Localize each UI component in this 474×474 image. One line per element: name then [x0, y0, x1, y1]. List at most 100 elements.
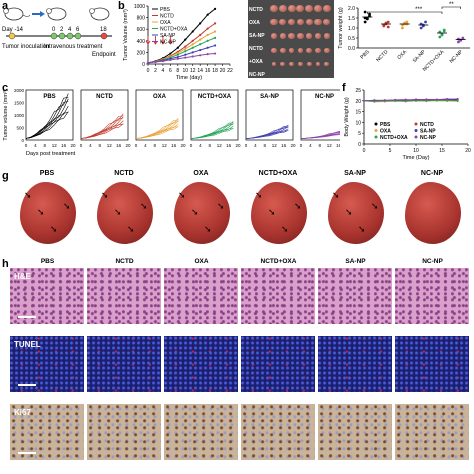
sig-bracket [367, 11, 443, 14]
arrow-icon: ➘ [371, 201, 379, 211]
individual-curve [80, 120, 124, 139]
scale-bar [18, 316, 36, 318]
data-point [386, 25, 390, 29]
tumor-specimen [289, 62, 294, 67]
arrow-icon: ➘ [217, 201, 225, 211]
series-line [363, 99, 458, 102]
scale-bar [18, 384, 36, 386]
data-point [446, 99, 449, 102]
x-tick-label: 12 [190, 68, 196, 74]
y-tick-label: 500 [16, 126, 24, 131]
data-point [213, 22, 217, 25]
treatment-arrow-icon [167, 36, 173, 45]
tumor-specimen [287, 4, 296, 12]
y-tick-label: 20 [355, 99, 361, 105]
tumor-specimen [306, 62, 312, 67]
individual-curve [80, 115, 124, 139]
data-point [435, 98, 438, 101]
arrow-icon: ➘ [63, 201, 71, 211]
data-point [401, 26, 404, 30]
data-point [456, 97, 459, 100]
subpanel-title: NCTD+OXA [198, 94, 232, 100]
data-point [363, 99, 365, 102]
treatment-arrow-icon [160, 36, 166, 45]
arrow-icon: ➘ [24, 190, 32, 200]
tumor-specimen [271, 62, 277, 67]
legend-swatch [414, 122, 418, 126]
x-tick-label: 5 [389, 148, 392, 154]
legend-swatch [374, 122, 378, 126]
individual-curve [135, 119, 179, 139]
y-tick-label: 5 [358, 131, 361, 137]
data-point [206, 13, 209, 16]
tumor-specimen [270, 33, 278, 40]
data-point [368, 12, 371, 16]
y-tick-label: 0 [358, 142, 361, 148]
tumor-specimen [298, 62, 303, 67]
x-tick-label: 16 [336, 143, 340, 148]
x-tick-label: 4 [144, 143, 147, 148]
histology-image-he [395, 268, 469, 324]
liver-specimen [97, 182, 153, 244]
x-tick-label: 0 [245, 143, 248, 148]
x-tick-label: 10 [182, 68, 188, 74]
y-tick-label: 800 [137, 16, 146, 22]
histology-column-header: NCTD [115, 258, 134, 265]
treatment-arrow-icon [145, 36, 151, 45]
arrow-icon: ➘ [127, 224, 135, 234]
x-tick-label: NC-NP [449, 49, 465, 65]
x-tick-label: 16 [281, 143, 287, 148]
data-point [184, 47, 187, 51]
liver-specimen [20, 182, 76, 244]
timeline-day-label: 2 [60, 27, 64, 33]
x-tick-label: 20 [70, 143, 76, 148]
photo-group-label: NCTD [249, 7, 263, 13]
histology-image-he [241, 268, 315, 324]
x-tick-label: 4 [199, 143, 202, 148]
subpanel-title: NCTD [96, 94, 113, 100]
histology-image-tunel [241, 336, 315, 392]
liver-group-label: NC-NP [420, 170, 444, 177]
data-point [446, 98, 449, 101]
data-point [424, 20, 427, 24]
data-point [206, 27, 209, 30]
x-tick-label: 20 [125, 143, 131, 148]
data-point [461, 36, 465, 40]
x-tick-label: 8 [264, 143, 267, 148]
data-point [365, 17, 369, 21]
x-tick-label: 22 [227, 68, 233, 74]
x-tick-label: 4 [254, 143, 257, 148]
x-tick-label: 15 [439, 148, 445, 154]
x-tick-label: 8 [44, 143, 47, 148]
x-tick-label: 0 [300, 143, 303, 148]
photo-group-label: OXA [249, 20, 260, 26]
individual-curve [245, 127, 289, 139]
y-tick-label: 1500 [14, 101, 25, 106]
mouse-icon [46, 7, 67, 21]
histology-image-he [164, 268, 238, 324]
y-axis-label: Tumor volume (mm³) [3, 89, 9, 140]
tumor-specimen [323, 18, 331, 26]
y-tick-label: 200 [137, 50, 146, 56]
subpanel-frame [25, 89, 74, 141]
series-line [147, 37, 216, 64]
y-axis-label: Body Weight (g) [344, 97, 350, 137]
histology-image-ki67 [10, 404, 84, 460]
tumor-specimen [305, 4, 314, 12]
histology-image-ki67 [318, 404, 392, 460]
liver-specimen [251, 182, 307, 244]
x-axis-label: Time (day) [176, 75, 202, 81]
data-point [191, 46, 194, 49]
y-tick-label: 10 [355, 120, 361, 126]
data-point [425, 99, 428, 102]
y-tick-label: 600 [137, 27, 146, 33]
photo-group-label: NC-NP [249, 72, 265, 78]
x-tick-label: 18 [212, 68, 218, 74]
y-tick-label: 400 [137, 39, 146, 45]
histology-column-header: NCTD+OXA [260, 258, 297, 265]
x-tick-label: 16 [61, 143, 67, 148]
x-axis-label: Time (Day) [403, 155, 430, 161]
data-point [405, 20, 409, 24]
legend-label: NCTD+OXA [160, 27, 188, 33]
